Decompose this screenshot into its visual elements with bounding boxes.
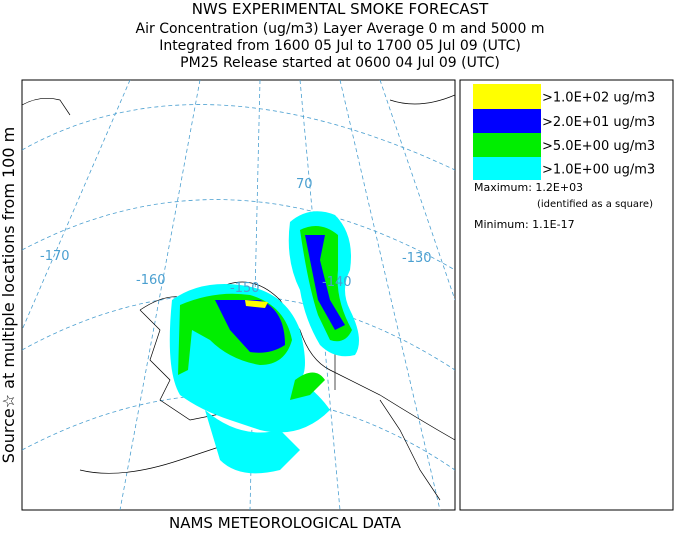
legend-swatch xyxy=(473,84,541,109)
map: -170 -160 -150 -140 -130 70 xyxy=(21,79,456,511)
legend-swatch xyxy=(473,157,541,180)
minimum: Minimum: 1.1E-17 xyxy=(474,218,575,231)
subtitle: Air Concentration (ug/m3) Layer Average … xyxy=(136,21,545,37)
map-label: -150 xyxy=(230,281,260,296)
smoke-plume xyxy=(169,211,359,474)
map-label: -160 xyxy=(136,273,166,288)
legend-label: >1.0E+02 ug/m3 xyxy=(542,91,655,106)
subtitle: Integrated from 1600 05 Jul to 1700 05 J… xyxy=(159,38,521,54)
subtitle: PM25 Release started at 0600 04 Jul 09 (… xyxy=(180,55,500,71)
legend-swatch xyxy=(473,133,541,157)
map-label: -140 xyxy=(322,275,352,290)
max-note: (identified as a square) xyxy=(537,199,653,210)
footer: NAMS METEOROLOGICAL DATA xyxy=(169,514,402,532)
legend-swatch xyxy=(473,109,541,133)
map-label: 70 xyxy=(296,177,313,192)
side-label: Source☆ at multiple locations from 100 m xyxy=(0,127,18,463)
legend-label: >2.0E+01 ug/m3 xyxy=(542,115,655,130)
legend: Maximum: 1.2E+03 (identified as a square… xyxy=(459,79,674,511)
legend-label: >1.0E+00 ug/m3 xyxy=(542,163,655,178)
legend-label: >5.0E+00 ug/m3 xyxy=(542,139,655,154)
map-label: -170 xyxy=(40,249,70,264)
graticule-labels: -170 -160 -150 -140 -130 70 xyxy=(40,177,432,296)
title: NWS EXPERIMENTAL SMOKE FORECAST xyxy=(192,0,489,18)
maximum: Maximum: 1.2E+03 xyxy=(474,181,583,194)
map-label: -130 xyxy=(402,251,432,266)
